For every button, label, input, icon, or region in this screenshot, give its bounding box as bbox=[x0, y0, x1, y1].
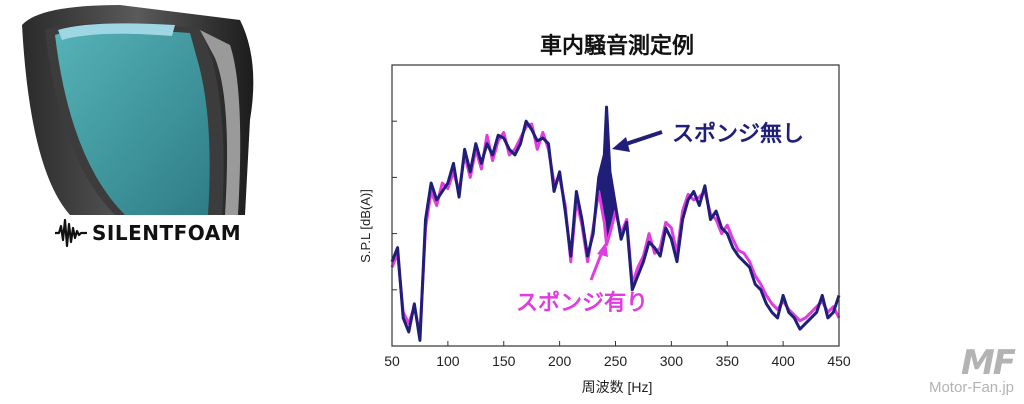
axes: 50 100 150 200 250 300 350 400 450 bbox=[384, 64, 851, 369]
foam-top-highlight bbox=[58, 23, 175, 40]
label-without-sponge: スポンジ無し bbox=[672, 121, 804, 147]
peak-difference-fill bbox=[593, 107, 622, 245]
x-tick-label: 100 bbox=[436, 353, 460, 369]
site-watermark: MF Motor-Fan.jp bbox=[928, 343, 1016, 396]
x-tick-label: 400 bbox=[771, 353, 795, 369]
annotation-without-sponge: スポンジ無し bbox=[612, 121, 804, 152]
chart-title: 車内騒音測定例 bbox=[540, 33, 694, 59]
arrow-without-line bbox=[622, 130, 663, 147]
brand-logo: SILENTFOAM bbox=[54, 216, 241, 250]
watermark-logo: MF bbox=[960, 343, 1016, 383]
silent-foam-layer bbox=[55, 29, 210, 215]
label-with-sponge: スポンジ有り bbox=[516, 290, 648, 316]
x-tick-label: 450 bbox=[827, 353, 851, 369]
arrow-without-head bbox=[612, 137, 630, 152]
watermark-site: Motor-Fan.jp bbox=[928, 379, 1014, 396]
x-tick-label: 300 bbox=[660, 353, 684, 369]
plot-area bbox=[390, 105, 841, 342]
tire-sidewall-edge bbox=[200, 30, 241, 215]
x-tick-label: 200 bbox=[548, 353, 572, 369]
y-axis-label: S.P.L [dB(A)] bbox=[358, 189, 373, 263]
arrow-with-line bbox=[589, 251, 604, 281]
arrow-with-head bbox=[597, 242, 608, 257]
brand-name: SILENTFOAM bbox=[92, 221, 242, 245]
noise-chart: 車内騒音測定例 50 100 150 200 250 300 350 400 450 S.P.L… bbox=[358, 33, 851, 395]
series-line-without-sponge bbox=[390, 105, 841, 342]
x-tick-label: 350 bbox=[716, 353, 740, 369]
x-tick-label: 250 bbox=[604, 353, 628, 369]
x-tick-label: 150 bbox=[492, 353, 516, 369]
soundwave-icon bbox=[55, 218, 87, 248]
tire-cutaway-illustration bbox=[22, 5, 254, 215]
x-tick-label: 50 bbox=[384, 353, 400, 369]
annotation-with-sponge: スポンジ有り bbox=[516, 242, 648, 316]
x-axis-label: 周波数 [Hz] bbox=[582, 379, 653, 395]
